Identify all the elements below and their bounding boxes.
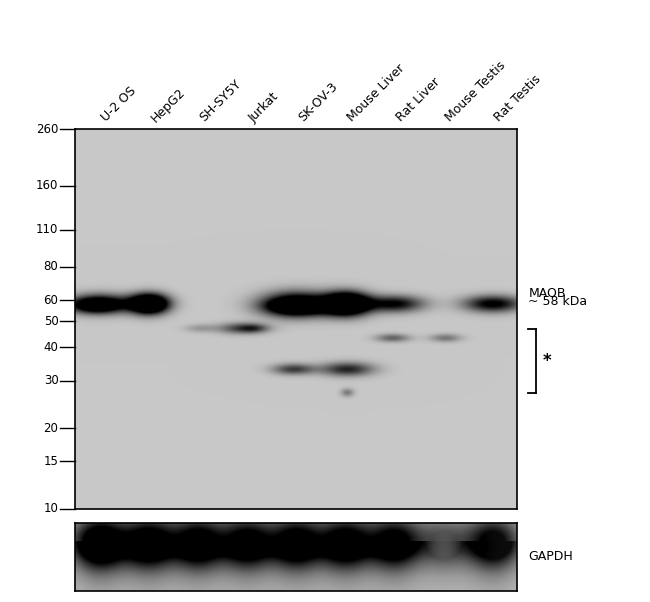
Text: U-2 OS: U-2 OS — [99, 85, 139, 125]
Text: Jurkat: Jurkat — [246, 90, 281, 125]
Text: 110: 110 — [36, 223, 58, 236]
Text: 15: 15 — [44, 455, 58, 468]
Text: Rat Testis: Rat Testis — [492, 73, 543, 125]
Text: 80: 80 — [44, 260, 58, 273]
Text: Rat Liver: Rat Liver — [394, 76, 443, 125]
Text: 10: 10 — [44, 502, 58, 515]
Text: 60: 60 — [44, 294, 58, 306]
Text: HepG2: HepG2 — [148, 85, 188, 125]
Text: 160: 160 — [36, 179, 58, 193]
Text: 260: 260 — [36, 123, 58, 136]
Text: Mouse Testis: Mouse Testis — [443, 60, 508, 125]
Text: *: * — [543, 352, 551, 370]
Text: 40: 40 — [44, 341, 58, 354]
Text: ~ 58 kDa: ~ 58 kDa — [528, 294, 588, 308]
Text: 20: 20 — [44, 421, 58, 435]
Text: 50: 50 — [44, 315, 58, 328]
Text: 30: 30 — [44, 374, 58, 387]
Text: SK-OV-3: SK-OV-3 — [296, 81, 340, 125]
Text: GAPDH: GAPDH — [528, 550, 573, 563]
Text: MAOB: MAOB — [528, 287, 566, 300]
Text: Mouse Liver: Mouse Liver — [345, 62, 408, 125]
Text: SH-SY5Y: SH-SY5Y — [198, 78, 244, 125]
